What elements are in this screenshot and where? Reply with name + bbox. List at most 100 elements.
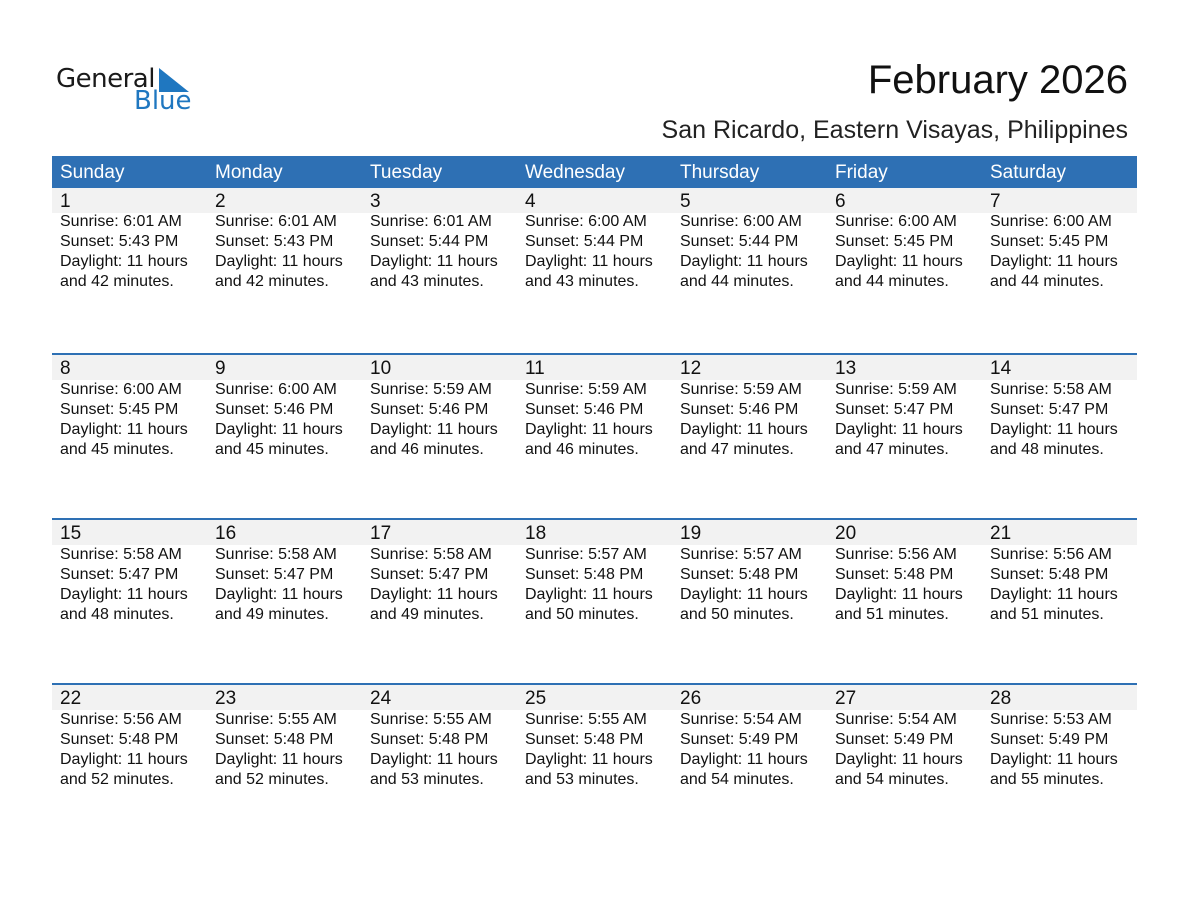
sunset-text: Sunset: 5:47 PM xyxy=(990,401,1109,418)
sunrise-text: Sunrise: 5:57 AM xyxy=(525,546,647,563)
daylight-text: Daylight: 11 hours xyxy=(680,586,808,603)
daylight-text: Daylight: 11 hours xyxy=(835,421,963,438)
daylight-minutes-text: and 48 minutes. xyxy=(990,441,1104,458)
daylight-text: Daylight: 11 hours xyxy=(215,751,343,768)
daylight-minutes-text: and 46 minutes. xyxy=(525,441,639,458)
day-number: 14 xyxy=(990,358,1012,379)
daylight-minutes-text: and 42 minutes. xyxy=(215,273,329,290)
daylight-text: Daylight: 11 hours xyxy=(215,586,343,603)
day-cell: 6 Sunrise: 6:00 AM Sunset: 5:45 PM Daylight… xyxy=(827,188,982,292)
daylight-minutes-text: and 49 minutes. xyxy=(370,606,484,623)
day-number: 4 xyxy=(525,191,536,212)
sunrise-text: Sunrise: 5:57 AM xyxy=(680,546,802,563)
sunrise-text: Sunrise: 6:01 AM xyxy=(60,213,182,230)
sunset-text: Sunset: 5:48 PM xyxy=(525,731,644,748)
date-band xyxy=(52,520,1137,545)
weekday-wednesday: Wednesday xyxy=(525,162,625,183)
daylight-text: Daylight: 11 hours xyxy=(370,751,498,768)
day-number: 11 xyxy=(525,358,545,379)
sunset-text: Sunset: 5:45 PM xyxy=(60,401,179,418)
daylight-minutes-text: and 50 minutes. xyxy=(525,606,639,623)
sunset-text: Sunset: 5:46 PM xyxy=(215,401,334,418)
logo: General Blue xyxy=(56,64,196,120)
day-number: 24 xyxy=(370,688,392,709)
daylight-text: Daylight: 11 hours xyxy=(680,253,808,270)
daylight-minutes-text: and 51 minutes. xyxy=(835,606,949,623)
daylight-minutes-text: and 47 minutes. xyxy=(835,441,949,458)
sunrise-text: Sunrise: 5:55 AM xyxy=(525,711,647,728)
calendar: Sunday Monday Tuesday Wednesday Thursday Frid… xyxy=(52,156,1137,848)
day-cell: 8 Sunrise: 6:00 AM Sunset: 5:45 PM Daylight… xyxy=(52,355,207,460)
sunset-text: Sunset: 5:43 PM xyxy=(60,233,179,250)
sunrise-text: Sunrise: 5:59 AM xyxy=(835,381,957,398)
daylight-text: Daylight: 11 hours xyxy=(680,751,808,768)
weekday-monday: Monday xyxy=(215,162,283,183)
sunset-text: Sunset: 5:47 PM xyxy=(835,401,954,418)
day-cell: 10 Sunrise: 5:59 AM Sunset: 5:46 PM Dayligh… xyxy=(362,355,517,460)
day-number: 1 xyxy=(60,191,71,212)
sunset-text: Sunset: 5:48 PM xyxy=(370,731,489,748)
sunrise-text: Sunrise: 5:58 AM xyxy=(990,381,1112,398)
sunrise-text: Sunrise: 5:59 AM xyxy=(370,381,492,398)
sunrise-text: Sunrise: 6:00 AM xyxy=(60,381,182,398)
daylight-minutes-text: and 51 minutes. xyxy=(990,606,1104,623)
day-cell: 17 Sunrise: 5:58 AM Sunset: 5:47 PM Dayligh… xyxy=(362,520,517,625)
day-cell: 22 Sunrise: 5:56 AM Sunset: 5:48 PM Dayligh… xyxy=(52,685,207,790)
day-cell: 14 Sunrise: 5:58 AM Sunset: 5:47 PM Dayligh… xyxy=(982,355,1137,460)
day-cell: 18 Sunrise: 5:57 AM Sunset: 5:48 PM Dayligh… xyxy=(517,520,672,625)
daylight-text: Daylight: 11 hours xyxy=(525,586,653,603)
daylight-text: Daylight: 11 hours xyxy=(835,253,963,270)
sunrise-text: Sunrise: 5:59 AM xyxy=(525,381,647,398)
week-row: 22 Sunrise: 5:56 AM Sunset: 5:48 PM Dayligh… xyxy=(52,683,1137,848)
daylight-text: Daylight: 11 hours xyxy=(60,751,188,768)
day-cell: 16 Sunrise: 5:58 AM Sunset: 5:47 PM Dayligh… xyxy=(207,520,362,625)
daylight-minutes-text: and 52 minutes. xyxy=(215,771,329,788)
sunrise-text: Sunrise: 5:56 AM xyxy=(990,546,1112,563)
sunset-text: Sunset: 5:48 PM xyxy=(680,566,799,583)
sunset-text: Sunset: 5:48 PM xyxy=(990,566,1109,583)
day-number: 16 xyxy=(215,523,237,544)
day-cell: 2 Sunrise: 6:01 AM Sunset: 5:43 PM Daylight… xyxy=(207,188,362,292)
day-cell: 20 Sunrise: 5:56 AM Sunset: 5:48 PM Dayligh… xyxy=(827,520,982,625)
daylight-minutes-text: and 42 minutes. xyxy=(60,273,174,290)
day-number: 25 xyxy=(525,688,547,709)
day-number: 2 xyxy=(215,191,226,212)
day-cell: 23 Sunrise: 5:55 AM Sunset: 5:48 PM Dayligh… xyxy=(207,685,362,790)
week-row: 8 Sunrise: 6:00 AM Sunset: 5:45 PM Daylight… xyxy=(52,353,1137,518)
daylight-minutes-text: and 46 minutes. xyxy=(370,441,484,458)
day-number: 15 xyxy=(60,523,82,544)
day-number: 10 xyxy=(370,358,392,379)
day-number: 21 xyxy=(990,523,1012,544)
daylight-text: Daylight: 11 hours xyxy=(60,586,188,603)
daylight-minutes-text: and 43 minutes. xyxy=(525,273,639,290)
daylight-minutes-text: and 44 minutes. xyxy=(835,273,949,290)
sunset-text: Sunset: 5:44 PM xyxy=(680,233,799,250)
sunset-text: Sunset: 5:44 PM xyxy=(525,233,644,250)
day-number: 26 xyxy=(680,688,702,709)
sunrise-text: Sunrise: 6:01 AM xyxy=(370,213,492,230)
sunset-text: Sunset: 5:48 PM xyxy=(60,731,179,748)
sunrise-text: Sunrise: 6:01 AM xyxy=(215,213,337,230)
day-cell: 11 Sunrise: 5:59 AM Sunset: 5:46 PM Dayligh… xyxy=(517,355,672,460)
day-number: 18 xyxy=(525,523,547,544)
sunrise-text: Sunrise: 6:00 AM xyxy=(990,213,1112,230)
day-cell: 13 Sunrise: 5:59 AM Sunset: 5:47 PM Dayligh… xyxy=(827,355,982,460)
day-cell: 3 Sunrise: 6:01 AM Sunset: 5:44 PM Daylight… xyxy=(362,188,517,292)
day-cell: 25 Sunrise: 5:55 AM Sunset: 5:48 PM Dayligh… xyxy=(517,685,672,790)
daylight-text: Daylight: 11 hours xyxy=(215,421,343,438)
sunset-text: Sunset: 5:44 PM xyxy=(370,233,489,250)
day-number: 19 xyxy=(680,523,702,544)
sunrise-text: Sunrise: 5:58 AM xyxy=(370,546,492,563)
date-band xyxy=(52,685,1137,710)
daylight-minutes-text: and 54 minutes. xyxy=(680,771,794,788)
day-cell: 21 Sunrise: 5:56 AM Sunset: 5:48 PM Dayligh… xyxy=(982,520,1137,625)
daylight-minutes-text: and 44 minutes. xyxy=(990,273,1104,290)
daylight-minutes-text: and 45 minutes. xyxy=(60,441,174,458)
daylight-minutes-text: and 48 minutes. xyxy=(60,606,174,623)
weekday-thursday: Thursday xyxy=(680,162,760,183)
day-number: 3 xyxy=(370,191,381,212)
daylight-text: Daylight: 11 hours xyxy=(835,751,963,768)
date-band xyxy=(52,188,1137,213)
daylight-text: Daylight: 11 hours xyxy=(370,421,498,438)
day-cell: 24 Sunrise: 5:55 AM Sunset: 5:48 PM Dayligh… xyxy=(362,685,517,790)
